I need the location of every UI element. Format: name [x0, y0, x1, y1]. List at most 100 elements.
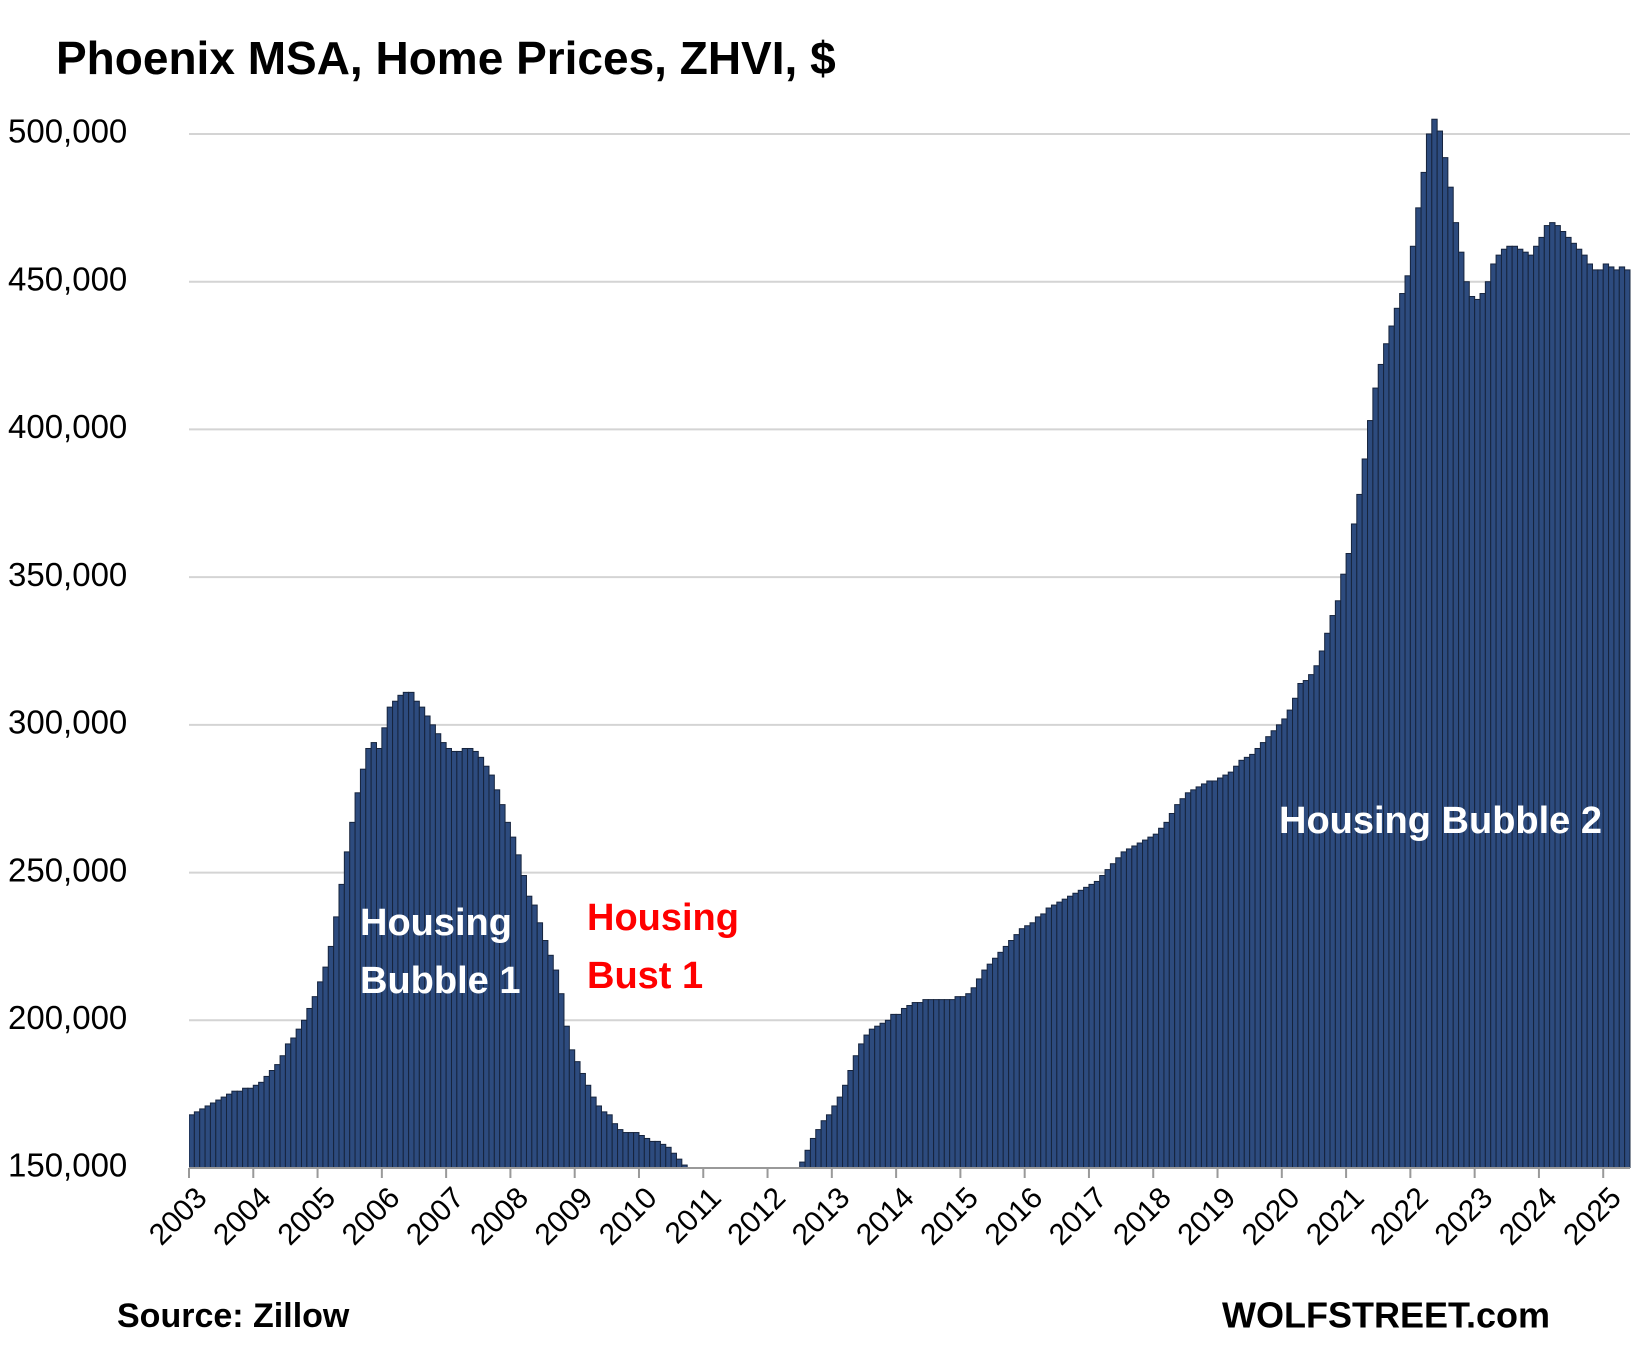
bar	[1479, 293, 1486, 1168]
bar	[349, 821, 356, 1168]
bar	[1313, 665, 1320, 1168]
bar	[836, 1096, 844, 1168]
bar	[1329, 615, 1336, 1168]
x-tick-label: 2005	[272, 1181, 343, 1252]
bar	[804, 1149, 811, 1168]
bar	[1334, 600, 1342, 1168]
bar	[1543, 225, 1551, 1168]
bar	[306, 1007, 313, 1168]
bar	[1238, 759, 1245, 1168]
bar	[1431, 118, 1438, 1168]
bar	[1618, 266, 1626, 1168]
bar	[1538, 236, 1545, 1168]
x-tick-label: 2021	[1300, 1181, 1371, 1252]
bar	[633, 1132, 640, 1168]
bar	[1142, 839, 1149, 1168]
bar	[1415, 207, 1422, 1168]
bar	[917, 1002, 924, 1168]
bar	[933, 999, 940, 1168]
bar	[1259, 742, 1267, 1168]
bar	[992, 957, 999, 1168]
x-tick-label: 2012	[722, 1181, 793, 1252]
bar	[290, 1037, 297, 1168]
bar	[1318, 650, 1326, 1168]
bar	[467, 747, 474, 1168]
bar	[884, 1019, 892, 1168]
bar	[911, 1002, 919, 1168]
bar	[509, 836, 517, 1168]
bar	[675, 1158, 683, 1168]
source: Source: Zillow	[117, 1297, 350, 1335]
bar	[954, 996, 961, 1168]
bar	[268, 1070, 276, 1168]
bar	[1168, 812, 1176, 1168]
bar	[825, 1114, 833, 1168]
x-tick-label: 2004	[207, 1181, 278, 1252]
bar	[654, 1140, 661, 1168]
bar	[1474, 298, 1481, 1168]
bar	[1067, 895, 1074, 1168]
bar	[370, 742, 377, 1168]
bar	[1372, 387, 1379, 1168]
bar	[552, 969, 560, 1168]
bar	[1265, 736, 1272, 1168]
bar	[1367, 420, 1374, 1168]
bar	[1002, 945, 1010, 1168]
bar	[713, 1167, 720, 1168]
bar	[922, 999, 929, 1168]
y-tick-label: 200,000	[8, 999, 127, 1036]
x-tick-label: 2009	[529, 1181, 600, 1252]
bar	[1586, 263, 1594, 1168]
bar	[1083, 886, 1090, 1168]
bar	[247, 1087, 254, 1168]
bar	[815, 1129, 822, 1168]
bar	[1425, 133, 1433, 1168]
bar	[327, 945, 335, 1168]
bar	[520, 875, 527, 1168]
bar	[1468, 295, 1476, 1168]
bar	[274, 1064, 281, 1168]
bar	[1286, 709, 1294, 1168]
bar	[1308, 674, 1315, 1168]
bar	[381, 727, 388, 1168]
bar	[858, 1043, 865, 1168]
bar	[997, 951, 1004, 1168]
bar	[568, 1049, 576, 1168]
bar	[1115, 857, 1122, 1168]
bar	[1527, 254, 1535, 1168]
bar	[1233, 765, 1240, 1168]
bar	[975, 978, 983, 1168]
y-tick-label: 450,000	[8, 260, 127, 297]
bar	[284, 1043, 292, 1168]
bar	[1099, 875, 1106, 1168]
chart-title: Phoenix MSA, Home Prices, ZHVI, $	[56, 32, 836, 84]
bar	[852, 1055, 860, 1168]
bar	[1184, 792, 1192, 1168]
bar	[461, 747, 469, 1168]
bar	[670, 1152, 677, 1168]
bar	[1061, 898, 1069, 1168]
bar	[1125, 848, 1133, 1168]
bar	[365, 747, 372, 1168]
bar	[1013, 934, 1020, 1168]
bar	[938, 999, 945, 1168]
x-tick-label: 2015	[914, 1181, 985, 1252]
x-tick-label: 2008	[464, 1181, 535, 1252]
bar	[606, 1114, 613, 1168]
bar	[1190, 789, 1197, 1168]
bar	[1254, 747, 1261, 1168]
bar	[981, 969, 988, 1168]
bar	[1463, 281, 1470, 1168]
bar	[225, 1093, 233, 1168]
bar	[1249, 753, 1256, 1168]
x-tick-label: 2017	[1043, 1181, 1114, 1252]
y-tick-label: 500,000	[8, 113, 127, 150]
bar	[434, 733, 442, 1168]
bar	[1163, 821, 1170, 1168]
annotation: Housing	[360, 902, 512, 944]
bar	[1490, 263, 1497, 1168]
bar	[236, 1090, 244, 1168]
bar	[1383, 343, 1390, 1168]
bar	[209, 1102, 217, 1168]
bar	[1147, 836, 1154, 1168]
